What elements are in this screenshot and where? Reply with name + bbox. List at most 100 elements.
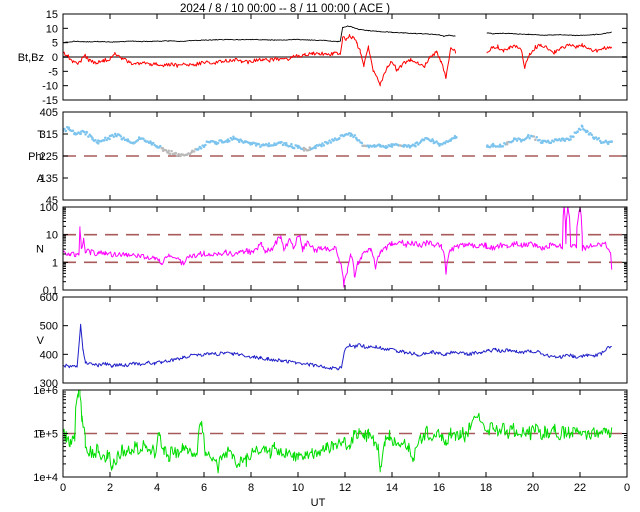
panel-data-density bbox=[63, 207, 613, 288]
x-tick-label: 14 bbox=[386, 482, 398, 494]
scatter-point-phi bbox=[563, 139, 567, 143]
scatter-point-phi bbox=[581, 125, 584, 128]
x-tick-label: 18 bbox=[480, 482, 492, 494]
x-tick-label: 2 bbox=[107, 482, 113, 494]
scatter-point-phi bbox=[104, 136, 107, 140]
scatter-point-phi bbox=[112, 135, 116, 139]
panel-phi: 405 315 225 135 45 T Phi A bbox=[28, 107, 628, 207]
series-line-t bbox=[63, 390, 613, 474]
panel-frame bbox=[62, 296, 628, 384]
scatter-point-phi bbox=[142, 137, 145, 140]
scatter-point-phi bbox=[204, 143, 207, 147]
series-line-n bbox=[63, 207, 613, 288]
x-tick-label: 6 bbox=[201, 482, 207, 494]
scatter-point-phi bbox=[71, 129, 75, 133]
scatter-point-phi bbox=[119, 135, 123, 138]
panel-data-speed bbox=[63, 323, 612, 371]
scatter-point-phi bbox=[159, 144, 162, 148]
scatter-point-phi bbox=[63, 129, 65, 133]
y-axis-unit-label: V bbox=[37, 335, 45, 347]
scatter-point-phi bbox=[534, 138, 537, 141]
scatter-point-phi bbox=[228, 139, 231, 143]
y-axis-unit-label: Bt,Bz bbox=[18, 52, 44, 64]
scatter-point-phi bbox=[136, 138, 139, 142]
y-tick-label: 0.1 bbox=[43, 285, 58, 297]
series-line-bt bbox=[63, 25, 612, 44]
scatter-point-phi bbox=[505, 142, 509, 146]
scatter-point-phi bbox=[579, 128, 582, 132]
scatter-point-phi bbox=[532, 135, 536, 138]
panel-density: 100 10 1 0.1 N bbox=[36, 202, 628, 297]
scatter-point-phi bbox=[572, 135, 575, 139]
scatter-point-phi bbox=[151, 141, 155, 145]
scatter-point-phi bbox=[283, 142, 286, 145]
y-tick-label: 1 bbox=[52, 257, 58, 269]
scatter-point-phi bbox=[199, 147, 203, 150]
y-tick-label: -5 bbox=[48, 66, 58, 78]
y-tick-label: 315 bbox=[40, 129, 58, 141]
scatter-point-phi bbox=[597, 136, 601, 140]
x-axis-label: UT bbox=[311, 497, 326, 509]
x-tick-label: 0 bbox=[60, 482, 66, 494]
panel-speed: 600 500 400 300 V bbox=[37, 292, 628, 390]
scatter-point-phi bbox=[105, 138, 108, 142]
y-tick-label: 225 bbox=[40, 151, 58, 163]
y-tick-label: 10 bbox=[46, 230, 58, 242]
scatter-point-phi bbox=[168, 152, 172, 156]
scatter-point-phi bbox=[67, 126, 71, 129]
scatter-point-phi bbox=[226, 138, 230, 141]
scatter-point-phi bbox=[285, 141, 288, 145]
y-axis-unit-label: Phi bbox=[28, 151, 44, 163]
y-tick-label: 45 bbox=[46, 195, 58, 207]
x-tick-label: 16 bbox=[433, 482, 445, 494]
series-line-bz bbox=[63, 34, 613, 87]
scatter-point-phi bbox=[357, 139, 361, 142]
y-tick-label: 400 bbox=[40, 349, 58, 361]
x-tick-label: 22 bbox=[574, 482, 586, 494]
y-tick-label: -15 bbox=[42, 95, 58, 107]
scatter-point-phi bbox=[498, 143, 502, 146]
scatter-point-phi bbox=[338, 136, 341, 140]
scatter-point-phi bbox=[108, 137, 111, 141]
scatter-point-phi bbox=[528, 137, 531, 140]
scatter-point-phi bbox=[455, 136, 458, 139]
scatter-point-phi bbox=[188, 152, 192, 156]
scatter-point-phi bbox=[569, 138, 572, 141]
scatter-point-phi bbox=[329, 141, 333, 144]
scatter-point-phi bbox=[538, 138, 541, 142]
scatter-point-phi bbox=[167, 149, 170, 153]
scatter-point-phi bbox=[429, 139, 433, 143]
y-tick-label: 135 bbox=[40, 173, 58, 185]
scatter-point-phi bbox=[527, 134, 530, 138]
y-tick-label: 0 bbox=[52, 52, 58, 64]
scatter-point-phi bbox=[197, 147, 200, 151]
scatter-point-phi bbox=[414, 144, 417, 148]
y-tick-label: -10 bbox=[42, 81, 58, 93]
chart-title: 2024 / 8 / 10 00:00 -- 8 / 11 00:00 ( AC… bbox=[180, 3, 390, 15]
scatter-point-phi bbox=[332, 139, 335, 142]
scatter-point-phi bbox=[328, 139, 331, 142]
scatter-point-phi bbox=[491, 142, 495, 146]
y-tick-label: 1e+4 bbox=[33, 472, 58, 484]
scatter-point-phi bbox=[267, 142, 271, 145]
scatter-point-phi bbox=[292, 146, 296, 150]
scatter-point-phi bbox=[257, 142, 261, 146]
panel-data-phi bbox=[63, 124, 613, 158]
scatter-point-phi bbox=[94, 138, 97, 142]
scatter-point-phi bbox=[126, 138, 130, 141]
series-line-v bbox=[63, 323, 612, 371]
y-tick-label: 5 bbox=[52, 38, 58, 50]
scatter-point-phi bbox=[415, 141, 419, 144]
x-tick-label: 12 bbox=[339, 482, 351, 494]
scatter-point-phi bbox=[386, 145, 389, 149]
y-tick-label: 10 bbox=[46, 23, 58, 35]
panel-data-temperature bbox=[63, 390, 613, 474]
scatter-point-phi bbox=[170, 149, 173, 153]
scatter-point-phi bbox=[87, 135, 90, 138]
scatter-point-phi bbox=[452, 136, 455, 140]
y-tick-label: 100 bbox=[40, 202, 58, 214]
scatter-point-phi bbox=[322, 144, 326, 147]
scatter-point-phi bbox=[449, 139, 452, 142]
scatter-point-phi bbox=[501, 144, 505, 148]
